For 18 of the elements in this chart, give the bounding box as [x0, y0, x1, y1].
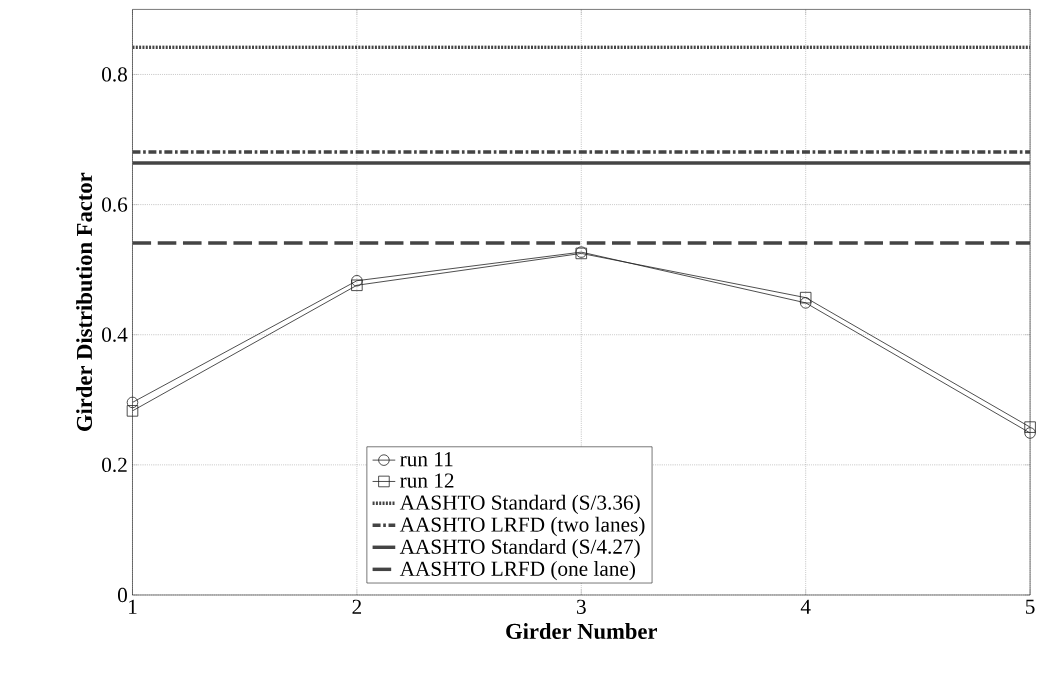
- x-tick-label: 4: [800, 599, 811, 614]
- legend-label: AASHTO Standard (S/3.36): [399, 494, 640, 515]
- x-tick-label: 5: [1025, 599, 1035, 614]
- y-tick-label: 0.6: [102, 197, 128, 212]
- legend-label: AASHTO LRFD (one lane): [399, 560, 636, 581]
- y-tick-label: 0.8: [102, 67, 127, 82]
- x-tick-label: 1: [129, 599, 137, 614]
- legend-label: AASHTO LRFD (two lanes): [399, 516, 645, 537]
- y-tick-label: 0: [117, 587, 127, 603]
- legend-label: run 11: [400, 452, 453, 467]
- y-tick-label: 0.4: [102, 327, 128, 342]
- x-axis-title: Girder Number: [506, 623, 657, 640]
- x-tick-label: 3: [576, 599, 586, 614]
- legend-label: AASHTO Standard (S/4.27): [399, 538, 640, 559]
- y-axis-title: Girder Distribution Factor: [76, 172, 93, 431]
- x-tick-label: 2: [352, 599, 362, 614]
- y-tick-label: 0.2: [102, 457, 127, 473]
- legend-label: run 12: [400, 473, 454, 488]
